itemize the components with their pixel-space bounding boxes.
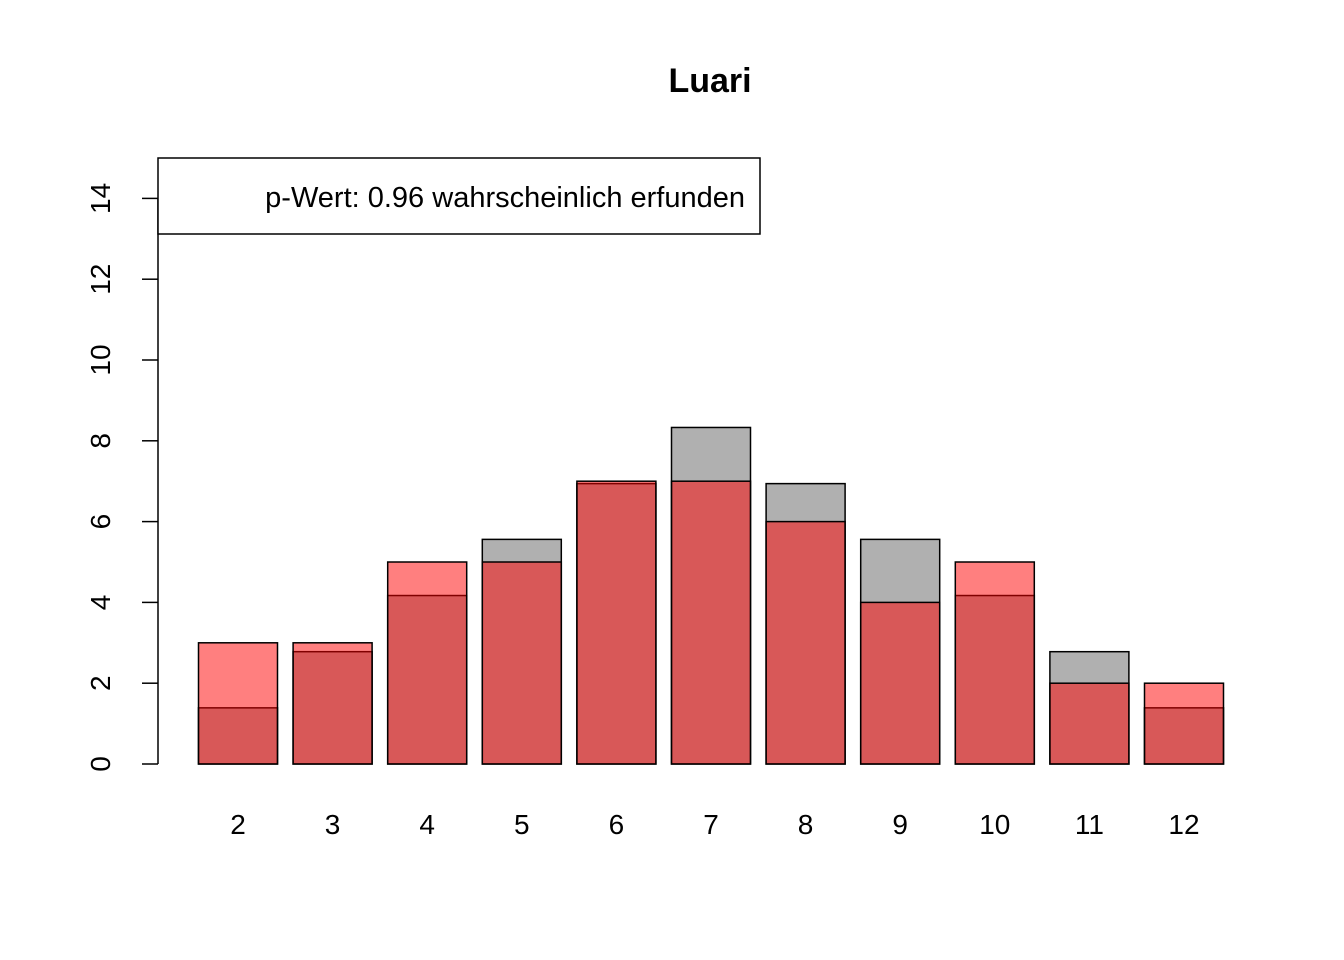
chart-title: Luari xyxy=(668,62,751,100)
bar-series-2 xyxy=(670,480,752,765)
bars xyxy=(197,426,1225,765)
y-tick-label: 10 xyxy=(85,344,116,375)
legend-text: p-Wert: 0.96 wahrscheinlich erfunden xyxy=(265,182,745,214)
bar-series-2 xyxy=(1143,682,1225,765)
y-tick-label: 2 xyxy=(85,675,116,691)
x-tick-label: 11 xyxy=(1075,809,1104,840)
y-tick-label: 4 xyxy=(85,595,116,611)
x-tick-label: 2 xyxy=(230,809,246,840)
bar-series-2 xyxy=(576,480,657,765)
bar-series-2 xyxy=(1049,682,1130,765)
x-tick-label: 10 xyxy=(979,809,1010,840)
y-tick-label: 6 xyxy=(85,514,116,530)
bar-series-2 xyxy=(197,642,279,765)
y-tick-label: 0 xyxy=(85,756,116,772)
y-tick-label: 14 xyxy=(85,183,116,214)
bar-series-2 xyxy=(386,561,468,765)
x-tick-label: 4 xyxy=(419,809,435,840)
x-tick-label: 6 xyxy=(609,809,625,840)
bar-series-2 xyxy=(954,561,1036,765)
bar-series-2 xyxy=(859,601,941,765)
x-tick-label: 12 xyxy=(1168,809,1199,840)
y-tick-label: 8 xyxy=(85,433,116,449)
bar-series-2 xyxy=(481,561,563,765)
y-tick-label: 12 xyxy=(85,264,116,295)
x-tick-label: 5 xyxy=(514,809,530,840)
x-tick-label: 7 xyxy=(703,809,719,840)
y-axis: 0 2 4 6 8 10 12 14 xyxy=(85,183,159,772)
x-axis-labels: 2 3 4 5 6 7 8 9 10 11 12 xyxy=(230,809,1199,840)
x-tick-label: 3 xyxy=(325,809,341,840)
legend-box xyxy=(157,157,761,235)
bar-series-2 xyxy=(765,520,846,765)
x-tick-label: 9 xyxy=(892,809,908,840)
bar-series-2 xyxy=(292,642,373,765)
x-tick-label: 8 xyxy=(798,809,814,840)
legend: p-Wert: 0.96 wahrscheinlich erfunden xyxy=(157,157,761,235)
